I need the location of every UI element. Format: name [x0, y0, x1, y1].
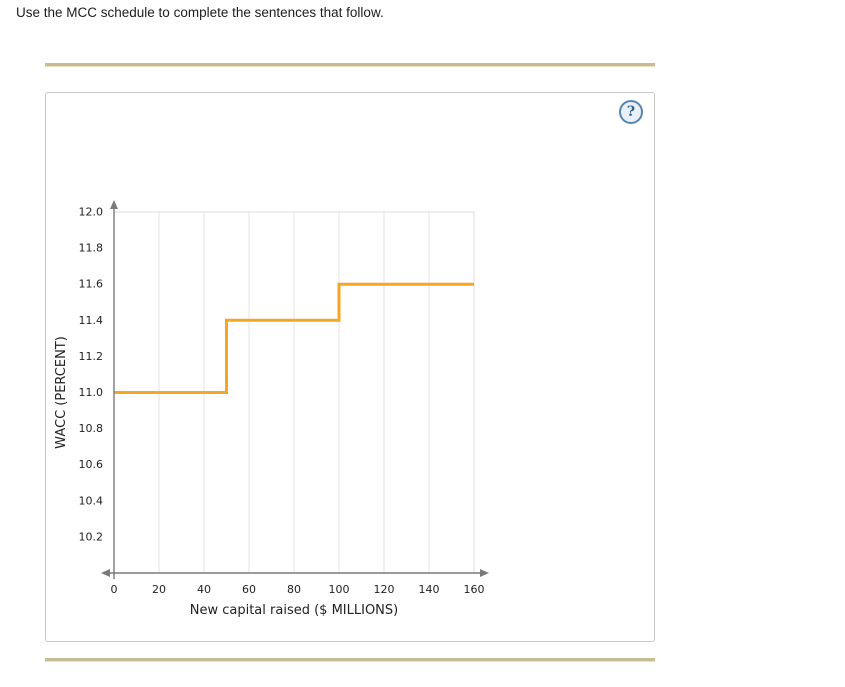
mcc-chart-svg: 10.2 10.4 10.6 10.8 11.0 11.2 11.4 11.6 11.8 12.0… — [54, 200, 489, 618]
y-tick-label: 11.0 — [79, 386, 104, 399]
y-tick-label: 11.8 — [79, 242, 104, 255]
x-tick-label: 0 — [111, 583, 118, 596]
help-icon[interactable]: ? — [619, 100, 643, 124]
x-tick-label: 100 — [329, 583, 350, 596]
y-tick-label: 11.6 — [79, 278, 104, 291]
y-tick-label: 10.4 — [79, 494, 104, 507]
series-line-mcc — [114, 282, 474, 394]
y-tick-label: 10.2 — [79, 530, 104, 543]
y-tick-label: 11.2 — [79, 350, 104, 363]
x-axis-right-arrow-icon — [480, 569, 489, 577]
y-tick-label: 10.6 — [79, 458, 104, 471]
x-tick-label: 80 — [287, 583, 301, 596]
x-tick-label: 20 — [152, 583, 166, 596]
y-tick-label: 12.0 — [79, 206, 104, 219]
x-axis-left-arrow-icon — [101, 569, 110, 577]
y-tick-label: 11.4 — [79, 314, 104, 327]
top-divider — [45, 63, 655, 67]
y-axis-title: WACC (PERCENT) — [54, 336, 69, 449]
x-axis-title: New capital raised ($ MILLIONS) — [190, 603, 398, 618]
x-tick-label: 40 — [197, 583, 211, 596]
bottom-divider — [45, 658, 655, 662]
y-axis-arrow-icon — [110, 200, 118, 209]
x-tick-label: 120 — [374, 583, 395, 596]
x-tick-label: 140 — [419, 583, 440, 596]
x-tick-label: 160 — [464, 583, 485, 596]
y-tick-label: 10.8 — [79, 422, 104, 435]
question-panel: ? 10.2 10.4 10.6 10.8 11.0 11.2 11.4 11.6 11.8 12… — [45, 92, 655, 642]
instruction-text: Use the MCC schedule to complete the sen… — [16, 5, 384, 20]
mcc-chart: 10.2 10.4 10.6 10.8 11.0 11.2 11.4 11.6 11.8 12.0… — [51, 196, 501, 626]
x-tick-label: 60 — [242, 583, 256, 596]
